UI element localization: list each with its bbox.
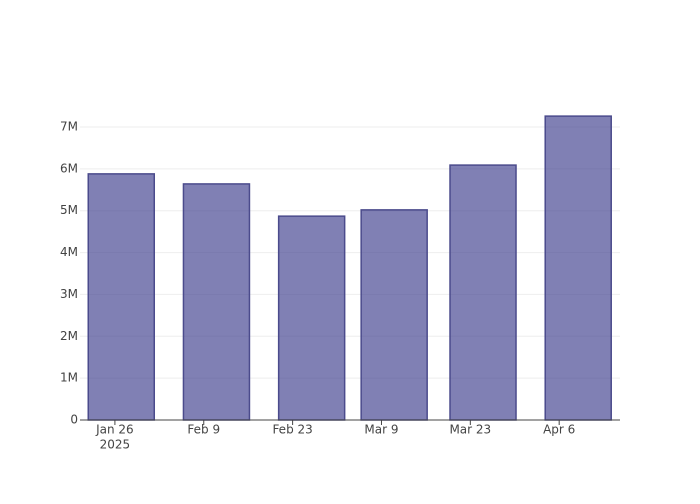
bar — [449, 164, 517, 421]
bar — [87, 173, 156, 421]
y-tick-label: 7M — [60, 119, 78, 133]
bar — [277, 215, 346, 421]
y-tick-label: 4M — [60, 245, 78, 259]
bar — [360, 209, 428, 421]
x-tick-sublabel: 2025 — [100, 438, 131, 452]
y-tick-label: 6M — [60, 161, 78, 175]
y-tick-label: 3M — [60, 287, 78, 301]
y-tick-label: 5M — [60, 203, 78, 217]
y-tick-label: 1M — [60, 371, 78, 385]
x-tick-label: Feb 23 — [272, 423, 312, 437]
x-tick-label: Mar 9 — [364, 423, 398, 437]
bar — [182, 183, 251, 421]
x-tick-label: Mar 23 — [449, 423, 491, 437]
bar — [544, 115, 612, 421]
y-tick-label: 0 — [70, 413, 78, 427]
y-tick-label: 2M — [60, 329, 78, 343]
x-tick-label: Apr 6 — [543, 423, 575, 437]
x-tick-label: Feb 9 — [187, 423, 220, 437]
x-tick-label: Jan 26 — [95, 423, 134, 437]
